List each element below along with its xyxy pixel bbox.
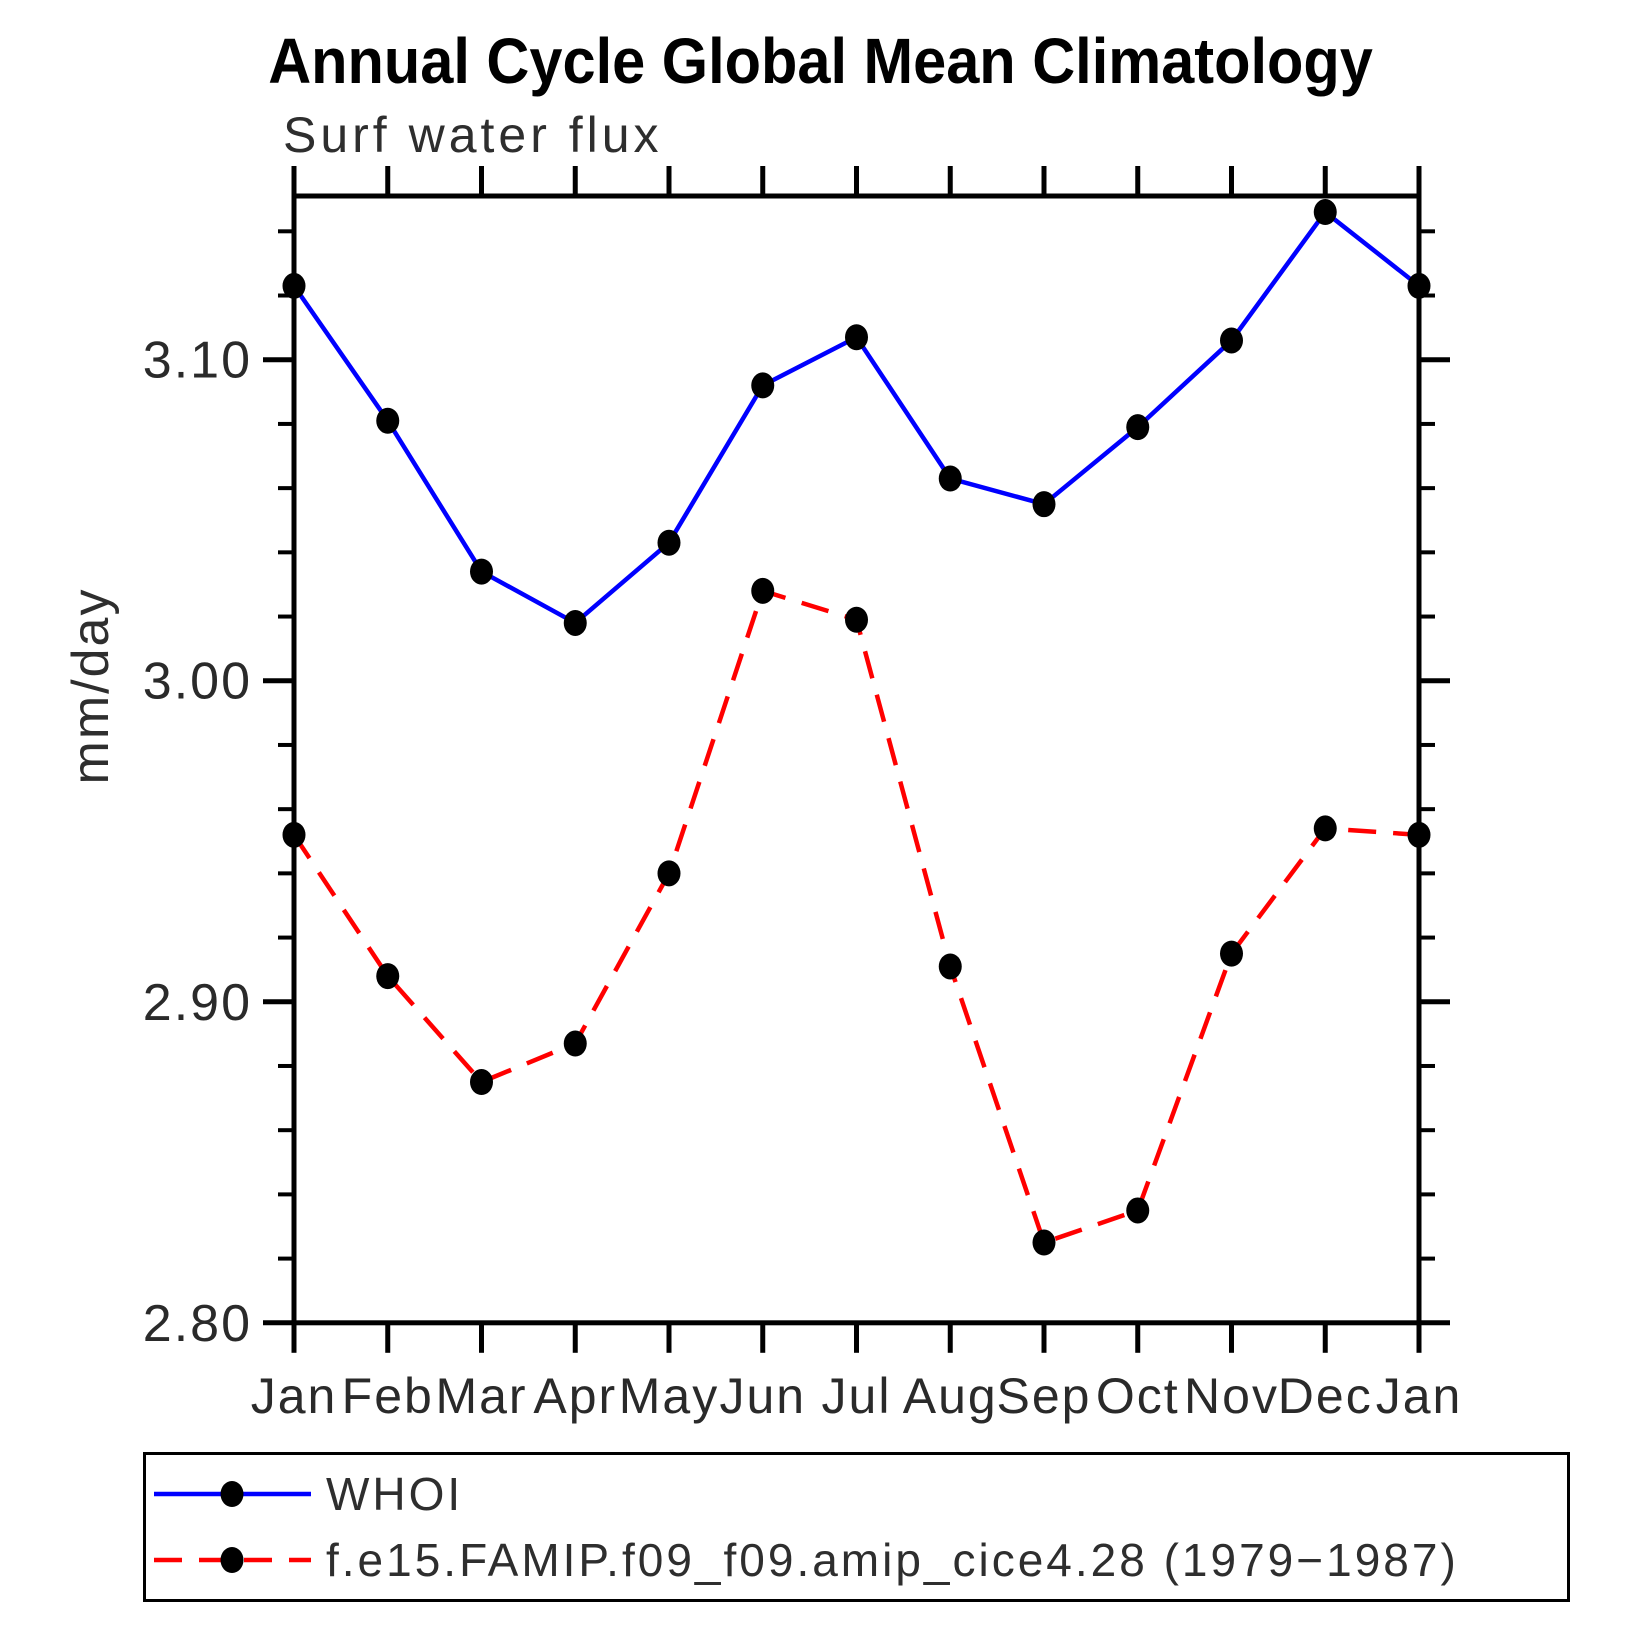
x-tick-label: Sep bbox=[997, 1368, 1092, 1424]
data-point-marker bbox=[470, 558, 493, 585]
y-tick-label: 3.00 bbox=[143, 653, 252, 711]
data-point-marker bbox=[282, 821, 306, 848]
data-point-marker bbox=[282, 272, 306, 299]
x-tick-label: Oct bbox=[1096, 1368, 1180, 1424]
x-tick-label: Jan bbox=[251, 1368, 338, 1424]
data-point-marker bbox=[1032, 491, 1056, 518]
data-point-marker bbox=[1313, 815, 1337, 842]
y-tick-label: 2.90 bbox=[143, 974, 252, 1032]
x-tick-label: Nov bbox=[1184, 1368, 1279, 1424]
data-point-marker bbox=[751, 577, 775, 604]
series-line-model bbox=[292, 588, 1420, 1246]
x-tick-label: Dec bbox=[1278, 1368, 1373, 1424]
data-point-marker bbox=[751, 372, 775, 399]
legend-label-whoi: WHOI bbox=[326, 1467, 464, 1520]
x-tick-label: Feb bbox=[342, 1368, 434, 1424]
x-tick-label: Apr bbox=[533, 1368, 617, 1424]
data-point-marker bbox=[563, 609, 587, 636]
data-point-marker bbox=[1126, 414, 1150, 441]
data-point-marker bbox=[938, 953, 962, 980]
legend-entry-whoi: WHOI bbox=[154, 1466, 1567, 1522]
data-point-marker bbox=[938, 465, 962, 492]
legend-line-dashed-sample bbox=[154, 1547, 311, 1574]
y-tick-label: 2.80 bbox=[143, 1295, 252, 1353]
data-point-marker bbox=[657, 529, 681, 556]
axis-frame bbox=[291, 193, 1422, 1326]
data-point-marker bbox=[1407, 272, 1431, 299]
legend-line-solid-sample bbox=[154, 1480, 311, 1507]
x-tick-label: Aug bbox=[903, 1368, 998, 1424]
data-point-marker bbox=[470, 1069, 493, 1096]
data-point-marker bbox=[657, 860, 681, 887]
data-point-marker bbox=[1407, 821, 1431, 848]
y-tick-label: 3.10 bbox=[143, 332, 252, 390]
chart-subtitle: Surf water flux bbox=[283, 107, 663, 163]
legend-sample-marker bbox=[220, 1547, 244, 1574]
x-tick-label: Jan bbox=[1376, 1368, 1463, 1424]
data-point-marker bbox=[376, 407, 400, 434]
data-point-marker bbox=[845, 324, 868, 351]
x-tick-label: Mar bbox=[435, 1368, 527, 1424]
series-line-whoi bbox=[292, 208, 1421, 626]
data-point-marker bbox=[563, 1030, 587, 1057]
data-point-marker bbox=[1032, 1229, 1056, 1256]
legend-entry-model: f.e15.FAMIP.f09_f09.amip_cice4.28 (1979−… bbox=[154, 1532, 1567, 1588]
chart-title: Annual Cycle Global Mean Climatology bbox=[268, 25, 1373, 97]
x-tick-label: Jun bbox=[719, 1368, 806, 1424]
legend-sample-marker bbox=[220, 1480, 244, 1507]
data-point-marker bbox=[1313, 199, 1337, 226]
data-point-marker bbox=[1220, 940, 1243, 967]
legend-label-model: f.e15.FAMIP.f09_f09.amip_cice4.28 (1979−… bbox=[326, 1534, 1459, 1587]
legend-box: WHOI f.e15.FAMIP.f09_f09.amip_cice4.28 (… bbox=[143, 1452, 1570, 1602]
data-point-marker bbox=[1126, 1197, 1150, 1224]
data-point-marker bbox=[845, 606, 868, 633]
data-point-marker bbox=[1220, 327, 1243, 354]
x-tick-label: Jul bbox=[822, 1368, 892, 1424]
data-point-marker bbox=[376, 963, 400, 990]
x-tick-label: May bbox=[619, 1368, 719, 1424]
